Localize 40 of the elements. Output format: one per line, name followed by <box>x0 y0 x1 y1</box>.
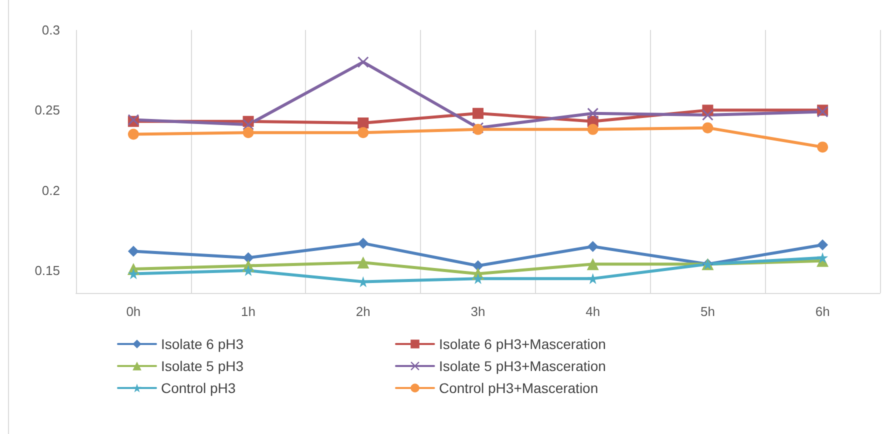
point <box>702 122 714 134</box>
point <box>358 56 369 68</box>
x-tick-label: 4h <box>586 304 600 319</box>
point <box>587 240 598 252</box>
point <box>128 128 139 140</box>
legend-label: Isolate 6 pH3 <box>161 336 244 352</box>
point <box>242 265 254 276</box>
point <box>357 256 370 269</box>
x-tick-label: 5h <box>700 304 715 319</box>
point <box>128 268 139 280</box>
legend-label: Control pH3 <box>161 380 236 396</box>
point <box>702 109 714 120</box>
point <box>358 238 369 249</box>
point <box>242 127 254 138</box>
legend-label: Isolate 5 pH3+Masceration <box>439 358 606 374</box>
x-tick-label: 6h <box>815 304 830 319</box>
point <box>586 258 599 270</box>
point <box>817 142 828 153</box>
point <box>587 108 598 119</box>
x-tick-label: 1h <box>241 304 256 319</box>
point <box>472 108 484 119</box>
legend-label: Isolate 6 pH3+Masceration <box>439 336 606 352</box>
point <box>472 273 484 284</box>
point <box>817 239 828 250</box>
point <box>587 124 598 135</box>
y-tick-label: 0.25 <box>34 102 60 118</box>
point <box>472 260 484 272</box>
x-tick-label: 0h <box>126 304 141 319</box>
point <box>242 252 254 264</box>
point <box>817 252 828 264</box>
x-tick-label: 2h <box>356 304 370 319</box>
legend-label: Isolate 5 pH3 <box>161 358 244 374</box>
legend-label: Control pH3+Masceration <box>439 380 598 396</box>
y-tick-label: 0.3 <box>42 22 60 38</box>
point <box>358 118 369 129</box>
y-tick-label: 0.15 <box>34 263 60 278</box>
y-tick-label: 0.2 <box>42 182 60 198</box>
point <box>128 246 139 257</box>
point <box>358 127 369 138</box>
x-tick-label: 3h <box>470 304 486 319</box>
